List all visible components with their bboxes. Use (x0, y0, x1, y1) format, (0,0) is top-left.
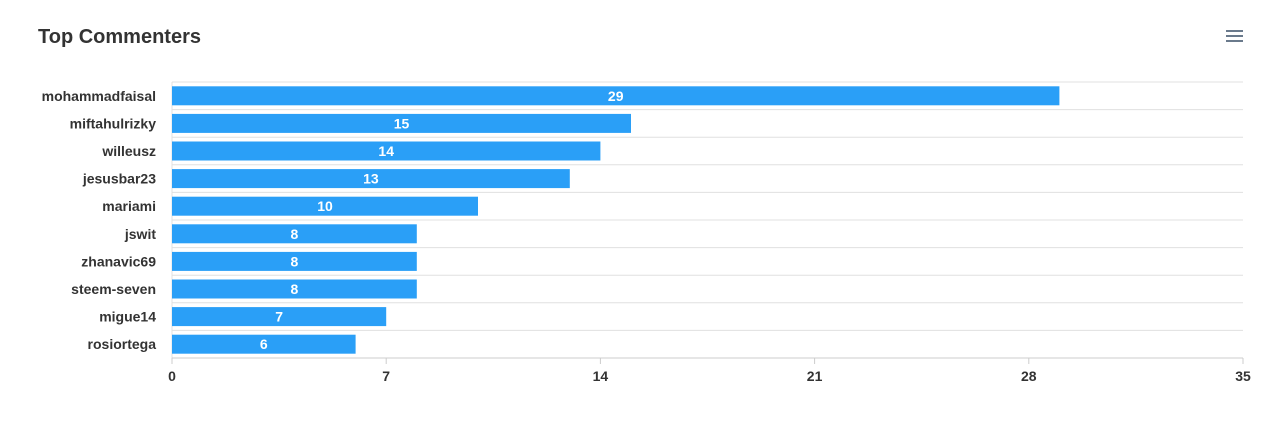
category-label: miftahulrizky (70, 115, 157, 131)
bar (172, 113, 631, 133)
category-label: mohammadfaisal (42, 88, 156, 104)
bar (172, 307, 387, 327)
x-tick-label: 7 (382, 368, 390, 384)
data-label: 13 (363, 171, 379, 187)
bar (172, 251, 417, 271)
bar (172, 86, 1060, 106)
bar (172, 279, 417, 299)
bar (172, 334, 356, 354)
category-label: rosiortega (88, 336, 157, 352)
bar (172, 169, 570, 189)
category-label: jesusbar23 (82, 171, 156, 187)
data-label: 29 (608, 88, 624, 104)
category-label: willeusz (101, 143, 156, 159)
category-label: steem-seven (71, 281, 156, 297)
hamburger-menu-icon[interactable] (1224, 28, 1246, 44)
x-tick-label: 21 (807, 368, 823, 384)
category-label: mariami (102, 198, 156, 214)
data-label: 8 (291, 281, 299, 297)
data-label: 14 (378, 143, 394, 159)
data-label: 10 (317, 198, 333, 214)
bar (172, 196, 478, 216)
data-label: 7 (275, 309, 283, 325)
bar (172, 141, 601, 161)
x-tick-label: 0 (168, 368, 176, 384)
data-label: 8 (291, 253, 299, 269)
bar (172, 224, 417, 244)
x-tick-label: 28 (1021, 368, 1037, 384)
x-tick-label: 35 (1235, 368, 1251, 384)
category-label: jswit (124, 226, 156, 242)
category-label: migue14 (99, 309, 156, 325)
data-label: 8 (291, 226, 299, 242)
data-label: 15 (394, 115, 410, 131)
x-tick-label: 14 (593, 368, 609, 384)
category-label: zhanavic69 (81, 253, 156, 269)
chart-title: Top Commenters (38, 26, 201, 48)
data-label: 6 (260, 336, 268, 352)
